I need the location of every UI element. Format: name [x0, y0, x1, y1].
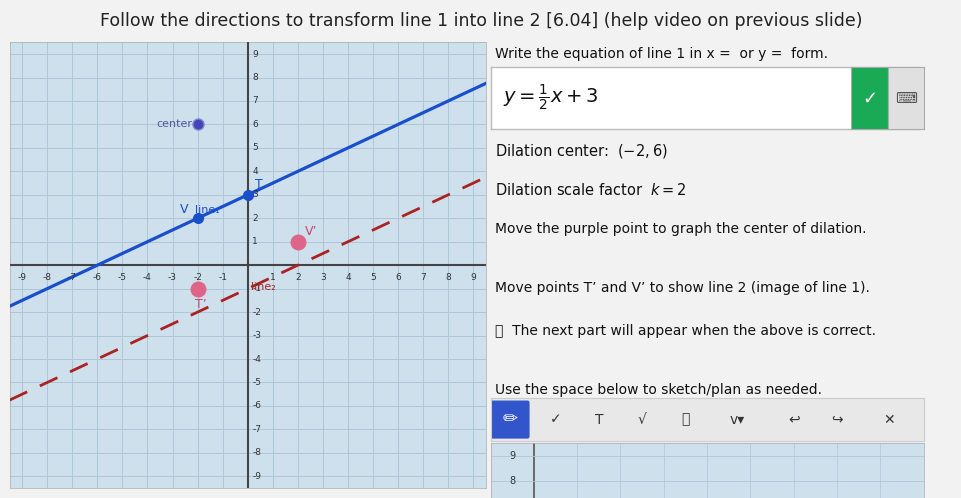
- Text: 9: 9: [252, 50, 258, 59]
- Text: ⌨: ⌨: [895, 91, 916, 106]
- Text: -7: -7: [252, 425, 261, 434]
- Text: 7: 7: [420, 273, 426, 282]
- Text: -6: -6: [93, 273, 102, 282]
- Text: ✏: ✏: [502, 410, 517, 429]
- Text: -5: -5: [118, 273, 127, 282]
- Text: V’: V’: [305, 225, 317, 238]
- Text: center: center: [157, 120, 192, 129]
- Text: 3: 3: [252, 190, 258, 199]
- Text: line₁: line₁: [195, 205, 220, 215]
- Text: -2: -2: [252, 308, 260, 317]
- Text: 5: 5: [370, 273, 376, 282]
- Text: 🤔  The next part will appear when the above is correct.: 🤔 The next part will appear when the abo…: [495, 324, 875, 338]
- Text: 8: 8: [445, 273, 451, 282]
- Text: 9: 9: [470, 273, 476, 282]
- Text: -2: -2: [193, 273, 202, 282]
- Text: -6: -6: [252, 401, 261, 410]
- Text: -4: -4: [252, 355, 260, 364]
- Text: -1: -1: [252, 284, 261, 293]
- Text: -4: -4: [143, 273, 152, 282]
- Text: -8: -8: [252, 448, 261, 457]
- FancyBboxPatch shape: [490, 400, 529, 439]
- Text: 4: 4: [345, 273, 351, 282]
- Text: 9: 9: [508, 451, 515, 461]
- Text: -3: -3: [168, 273, 177, 282]
- Text: 8: 8: [508, 476, 515, 486]
- Text: 1: 1: [252, 237, 258, 246]
- Text: -9: -9: [17, 273, 27, 282]
- Text: 🖊: 🖊: [680, 412, 689, 427]
- Text: -8: -8: [42, 273, 52, 282]
- Text: 5: 5: [252, 143, 258, 152]
- Text: line₂: line₂: [251, 281, 276, 292]
- Text: 1: 1: [270, 273, 276, 282]
- Text: T: T: [255, 178, 262, 191]
- Text: Follow the directions to transform line 1 into line 2 [6.04] (help video on prev: Follow the directions to transform line …: [100, 12, 861, 30]
- Text: T’: T’: [195, 298, 207, 311]
- Text: Write the equation of line 1 in x =  or y =  form.: Write the equation of line 1 in x = or y…: [495, 47, 827, 61]
- Text: 3: 3: [320, 273, 326, 282]
- Text: Use the space below to sketch/plan as needed.: Use the space below to sketch/plan as ne…: [495, 383, 822, 397]
- Text: -3: -3: [252, 331, 261, 340]
- Text: -9: -9: [252, 472, 261, 481]
- Text: V: V: [180, 203, 188, 216]
- Text: 8: 8: [252, 73, 258, 82]
- Text: Dilation center:  $(-2,6)$: Dilation center: $(-2,6)$: [495, 142, 668, 160]
- Text: Move the purple point to graph the center of dilation.: Move the purple point to graph the cente…: [495, 222, 866, 236]
- Text: √: √: [637, 412, 646, 427]
- Text: 2: 2: [252, 214, 258, 223]
- Text: $y=\frac{1}{2}x+3$: $y=\frac{1}{2}x+3$: [503, 83, 599, 114]
- Text: Move points T’ and V’ to show line 2 (image of line 1).: Move points T’ and V’ to show line 2 (im…: [495, 281, 870, 295]
- Text: v▾: v▾: [729, 412, 744, 427]
- Text: ✓: ✓: [861, 89, 876, 108]
- Text: ↩: ↩: [787, 412, 799, 427]
- Text: T: T: [594, 412, 603, 427]
- Text: Dilation scale factor  $k=2$: Dilation scale factor $k=2$: [495, 182, 686, 198]
- Text: 6: 6: [252, 120, 258, 129]
- Text: -5: -5: [252, 378, 261, 387]
- Text: ✕: ✕: [882, 412, 894, 427]
- Text: ✓: ✓: [549, 412, 561, 427]
- Text: -1: -1: [218, 273, 227, 282]
- Text: 7: 7: [252, 97, 258, 106]
- Text: 4: 4: [252, 167, 258, 176]
- Text: 2: 2: [295, 273, 301, 282]
- Text: -7: -7: [67, 273, 77, 282]
- Text: ↪: ↪: [830, 412, 842, 427]
- Text: 6: 6: [395, 273, 401, 282]
